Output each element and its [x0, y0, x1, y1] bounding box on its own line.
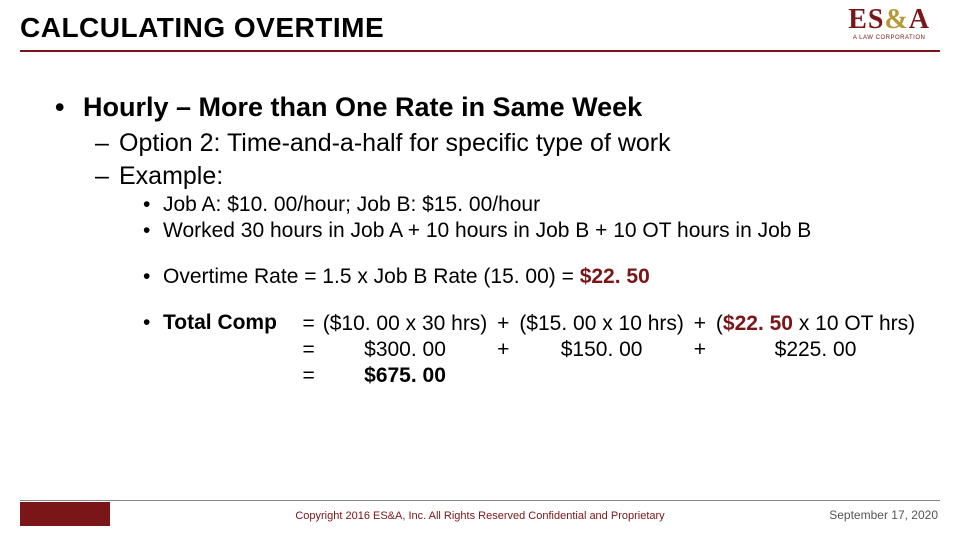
plus-sign: +: [688, 311, 712, 337]
value-b: $150. 00: [515, 337, 688, 363]
footer-date: September 17, 2020: [829, 508, 938, 522]
spacer: [55, 245, 930, 263]
bullet-level1: Hourly – More than One Rate in Same Week: [55, 92, 930, 123]
title-block: CALCULATING OVERTIME: [20, 12, 940, 52]
term-c-rest: x 10 OT hrs): [793, 312, 915, 335]
slide: CALCULATING OVERTIME ES&A A LAW CORPORAT…: [0, 0, 960, 540]
footer-bar: Copyright 2016 ES&A, Inc. All Rights Res…: [20, 500, 940, 528]
empty-cell: [515, 363, 688, 389]
slide-title: CALCULATING OVERTIME: [20, 12, 940, 44]
content-area: Hourly – More than One Rate in Same Week…: [55, 92, 930, 391]
table-row: = $675. 00: [298, 363, 919, 389]
table-row: = $300. 00 + $150. 00 + $225. 00: [298, 337, 919, 363]
logo: ES&A A LAW CORPORATION: [848, 6, 930, 41]
plus-sign: +: [491, 337, 515, 363]
eq-sign: =: [298, 337, 318, 363]
eq-sign: =: [298, 311, 318, 337]
term-c: ($22. 50 x 10 OT hrs): [712, 311, 919, 337]
term-b: ($15. 00 x 10 hrs): [515, 311, 688, 337]
table-row: = ($10. 00 x 30 hrs) + ($15. 00 x 10 hrs…: [298, 311, 919, 337]
bullet-level2-example: Example:: [95, 162, 930, 191]
empty-cell: [491, 363, 515, 389]
logo-right: A: [909, 4, 930, 35]
empty-cell: [712, 363, 919, 389]
footer-copyright: Copyright 2016 ES&A, Inc. All Rights Res…: [20, 510, 940, 522]
otrate-prefix: Overtime Rate = 1.5 x Job B Rate (15. 00…: [163, 265, 580, 288]
bullet-level3-hours: Worked 30 hours in Job A + 10 hours in J…: [143, 219, 930, 243]
totalcomp-table: = ($10. 00 x 30 hrs) + ($15. 00 x 10 hrs…: [298, 311, 919, 389]
plus-sign: +: [491, 311, 515, 337]
empty-cell: [688, 363, 712, 389]
logo-subtitle: A LAW CORPORATION: [848, 35, 930, 41]
otrate-value: $22. 50: [580, 265, 650, 288]
logo-ampersand: &: [884, 4, 908, 35]
title-underline: [20, 50, 940, 52]
term-c-rate: $22. 50: [723, 312, 793, 335]
bullet-level3-rates: Job A: $10. 00/hour; Job B: $15. 00/hour: [143, 193, 930, 217]
logo-text: ES&A: [848, 6, 930, 34]
spacer: [55, 291, 930, 309]
bullet-level3-totalcomp: Total Comp = ($10. 00 x 30 hrs) + ($15. …: [143, 311, 930, 389]
value-a: $300. 00: [319, 337, 492, 363]
eq-sign: =: [298, 363, 318, 389]
term-c-open: (: [716, 312, 723, 335]
bullet-level3-otrate: Overtime Rate = 1.5 x Job B Rate (15. 00…: [143, 265, 930, 289]
term-a: ($10. 00 x 30 hrs): [319, 311, 492, 337]
bullet-level2-option: Option 2: Time-and-a-half for specific t…: [95, 129, 930, 158]
total-value: $675. 00: [319, 363, 492, 389]
logo-left: ES: [848, 4, 884, 35]
value-c: $225. 00: [712, 337, 919, 363]
plus-sign: +: [688, 337, 712, 363]
totalcomp-label: Total Comp: [163, 311, 277, 334]
